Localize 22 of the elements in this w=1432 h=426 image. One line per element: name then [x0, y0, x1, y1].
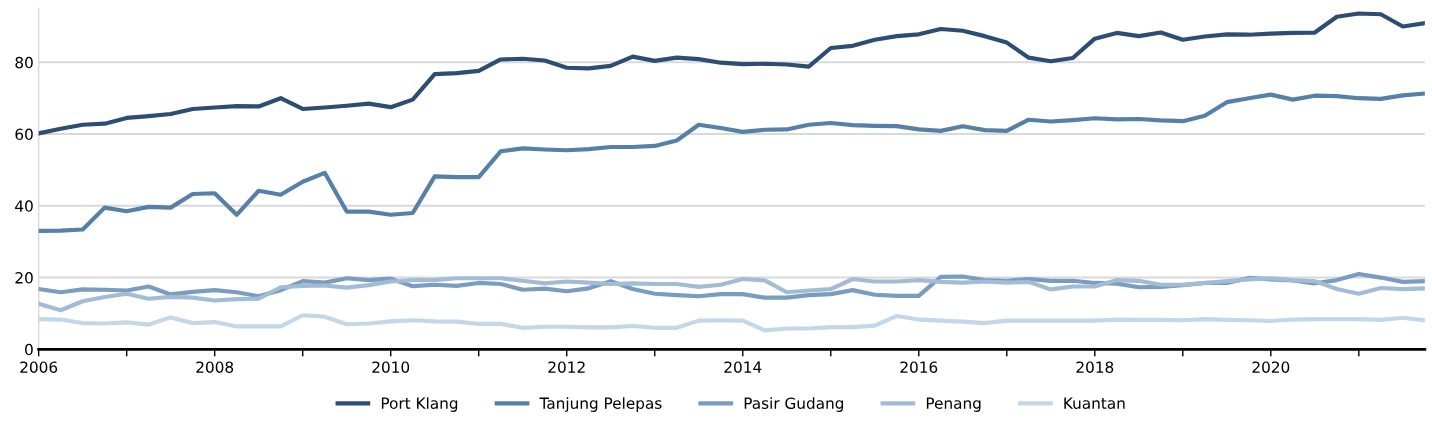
y-tick-label: 60 [15, 128, 33, 141]
x-tick-label: 2016 [900, 361, 938, 373]
y-tick-label: 0 [25, 343, 33, 356]
x-tick-label: 2018 [1076, 361, 1114, 373]
legend-label: Tanjung Pelepas [539, 397, 662, 412]
y-tick-label: 80 [15, 56, 33, 69]
x-tick-label: 2020 [1252, 361, 1290, 373]
x-tick-label: 2010 [372, 361, 410, 373]
y-tick-label: 20 [15, 272, 33, 284]
x-tick-label: 2006 [20, 361, 58, 373]
legend-label: Port Klang [381, 397, 458, 412]
x-tick-label: 2014 [724, 361, 762, 373]
line-series [38, 276, 1425, 313]
x-tick-label: 2012 [548, 361, 585, 373]
legend-label: Kuantan [1064, 397, 1125, 409]
line-series [38, 91, 1425, 234]
legend-label: Penang [926, 397, 981, 412]
line-series [38, 313, 1425, 333]
y-tick-label: 40 [15, 200, 33, 212]
legend-label: Pasir Gudang [744, 397, 844, 412]
line-series [38, 11, 1425, 136]
x-tick-label: 2008 [196, 361, 234, 373]
